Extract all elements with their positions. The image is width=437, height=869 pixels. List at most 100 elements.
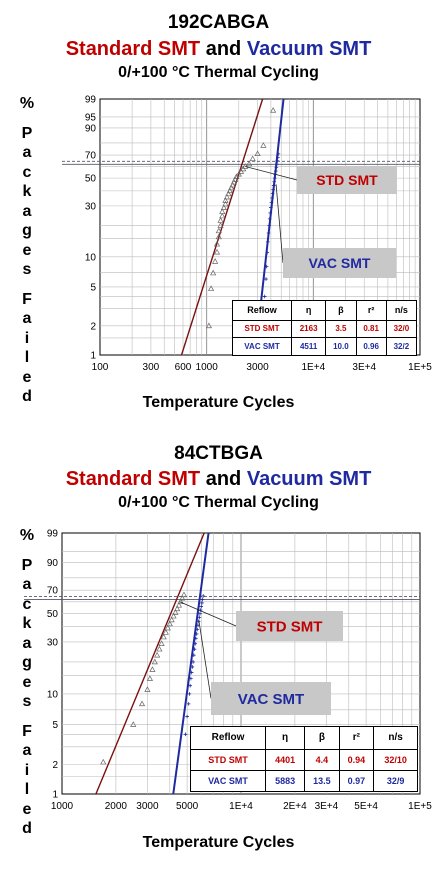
chart2-xlabel: Temperature Cycles bbox=[142, 834, 295, 851]
chart2-point-std bbox=[172, 609, 179, 615]
legend2-std-beta: 4.4 bbox=[304, 748, 340, 771]
chart1-point-vac bbox=[266, 240, 270, 244]
chart1-point-std bbox=[220, 204, 227, 210]
chart1-xlabel: Temperature Cycles bbox=[142, 394, 295, 411]
chart2-callout-box-vac bbox=[211, 682, 331, 715]
chart2-legend-table: Reflow η β r² n/s STD SMT 4401 4.4 0.94 … bbox=[190, 726, 418, 793]
chart1-point-vac bbox=[274, 165, 279, 170]
chart1-y-tick-label: 50 bbox=[85, 174, 97, 185]
chart2-callout-leader-vac bbox=[198, 619, 212, 699]
chart1-point-std bbox=[217, 222, 224, 228]
chart1-point-std bbox=[212, 258, 219, 264]
chart1-callout-label-std: STD SMT bbox=[316, 172, 378, 188]
chart1-x-tick-label: 3000 bbox=[246, 362, 269, 373]
chart1-subtitle-and: and bbox=[205, 38, 242, 60]
chart1-fit-line-std bbox=[180, 98, 264, 356]
chart1-point-vac bbox=[269, 200, 274, 205]
chart1-callout-leader-vac bbox=[275, 184, 284, 264]
chart2-point-std bbox=[130, 721, 137, 727]
chart1-subtitle-standard: Standard SMT bbox=[65, 38, 201, 60]
chart1-y-tick-label: 30 bbox=[85, 201, 97, 212]
legend1-row-vac: VAC SMT 4511 10.0 0.96 32/2 bbox=[232, 337, 418, 356]
chart1-x-tick-label: 3E+4 bbox=[352, 362, 376, 373]
legend2-std-name: STD SMT bbox=[190, 748, 266, 771]
chart2-x-tick-label: 5E+4 bbox=[354, 801, 378, 812]
chart2-subtitle-standard: Standard SMT bbox=[65, 468, 201, 490]
chart2-point-vac bbox=[186, 702, 191, 706]
legend1-vac-beta: 10.0 bbox=[325, 337, 357, 356]
chart2-point-std bbox=[151, 658, 158, 665]
chart2-point-std bbox=[166, 620, 173, 627]
chart2-y-tick-label: 99 bbox=[47, 529, 59, 540]
chart1-y-tick-label: 10 bbox=[85, 252, 97, 263]
chart2-title: 84CTBGA bbox=[174, 443, 263, 464]
chart2-point-std bbox=[170, 612, 177, 619]
legend2-header-r2: r² bbox=[338, 726, 375, 750]
chart1-point-std bbox=[233, 173, 240, 180]
chart2-x-tick-label: 2E+4 bbox=[283, 801, 307, 812]
chart1-point-std bbox=[229, 181, 236, 188]
chart1-point-std bbox=[217, 217, 224, 223]
chart2-subtitle-vacuum: Vacuum SMT bbox=[246, 468, 372, 490]
chart1-point-std bbox=[246, 160, 253, 167]
chart1-point-vac bbox=[275, 158, 280, 163]
chart2-callout-label-std: STD SMT bbox=[257, 618, 323, 635]
chart2-point-std bbox=[168, 616, 175, 623]
chart1-point-std bbox=[222, 197, 229, 203]
chart1-point-std bbox=[235, 170, 242, 177]
chart2-y-tick-label: 10 bbox=[47, 689, 59, 700]
chart1-x-tick-label: 100 bbox=[92, 362, 109, 373]
chart2-point-std bbox=[144, 686, 151, 692]
chart2-point-vac bbox=[200, 601, 204, 605]
chart2-fit-line-vac bbox=[172, 532, 210, 795]
chart2-point-vac bbox=[200, 597, 205, 602]
chart1-callout-box-std bbox=[297, 166, 397, 194]
chart1-point-std bbox=[219, 208, 226, 214]
chart1-x-tick-label: 1E+4 bbox=[302, 362, 326, 373]
chart2-x-tick-label: 1000 bbox=[51, 801, 74, 812]
legend2-vac-name: VAC SMT bbox=[190, 769, 266, 793]
legend2-std-r2: 0.94 bbox=[338, 748, 375, 771]
chart1-y-tick-label: 99 bbox=[85, 95, 97, 106]
chart1-point-vac bbox=[267, 223, 271, 228]
chart1-point-std bbox=[210, 269, 217, 276]
chart1-point-std bbox=[254, 150, 261, 157]
chart2-point-std bbox=[179, 594, 186, 601]
chart1-point-vac bbox=[264, 264, 269, 269]
chart2-point-std bbox=[160, 633, 167, 640]
legend2-vac-r2: 0.97 bbox=[338, 769, 375, 793]
chart2-callout-box-std bbox=[236, 611, 343, 641]
legend2-header-beta: β bbox=[304, 726, 340, 750]
chart2-point-vac bbox=[193, 641, 198, 646]
chart2-point-std bbox=[164, 624, 171, 631]
chart1-point-vac bbox=[269, 205, 273, 210]
chart2-x-tick-label: 5000 bbox=[176, 801, 199, 812]
chart1-point-std bbox=[213, 240, 221, 247]
chart1-point-vac bbox=[265, 250, 270, 255]
chart2-x-tick-label: 2000 bbox=[105, 801, 128, 812]
chart1-point-vac bbox=[271, 187, 275, 192]
legend2-header-reflow: Reflow bbox=[190, 726, 266, 750]
chart1-point-vac bbox=[271, 183, 276, 188]
chart2-point-std bbox=[158, 640, 165, 646]
legend2-header-eta: η bbox=[264, 726, 306, 750]
chart2-point-vac bbox=[190, 665, 195, 669]
chart1-subtitle-vacuum: Vacuum SMT bbox=[246, 38, 372, 60]
chart2-point-std bbox=[156, 645, 163, 652]
chart1-x-tick-label: 1E+5 bbox=[408, 362, 432, 373]
chart2-x-tick-label: 3E+4 bbox=[315, 801, 339, 812]
chart2-point-vac bbox=[201, 594, 206, 598]
legend1-vac-eta: 4511 bbox=[290, 337, 327, 356]
legend2-vac-ns: 32/9 bbox=[373, 769, 418, 793]
chart1-point-vac bbox=[266, 231, 271, 235]
legend2-header-ns: n/s bbox=[373, 726, 418, 750]
chart1-point-vac bbox=[270, 191, 275, 196]
chart2-y-tick-label: 90 bbox=[47, 558, 59, 569]
chart1-point-vac bbox=[275, 162, 279, 166]
chart2-point-vac bbox=[187, 692, 192, 696]
chart2-point-vac bbox=[198, 611, 202, 616]
chart1-legend-table: Reflow η β r² n/s STD SMT 2163 3.5 0.81 … bbox=[232, 300, 418, 356]
chart2-subtitle2: 0/+100 °C Thermal Cycling bbox=[118, 494, 319, 511]
chart2-fit-line-std bbox=[95, 532, 205, 795]
chart2-point-std bbox=[154, 651, 161, 658]
